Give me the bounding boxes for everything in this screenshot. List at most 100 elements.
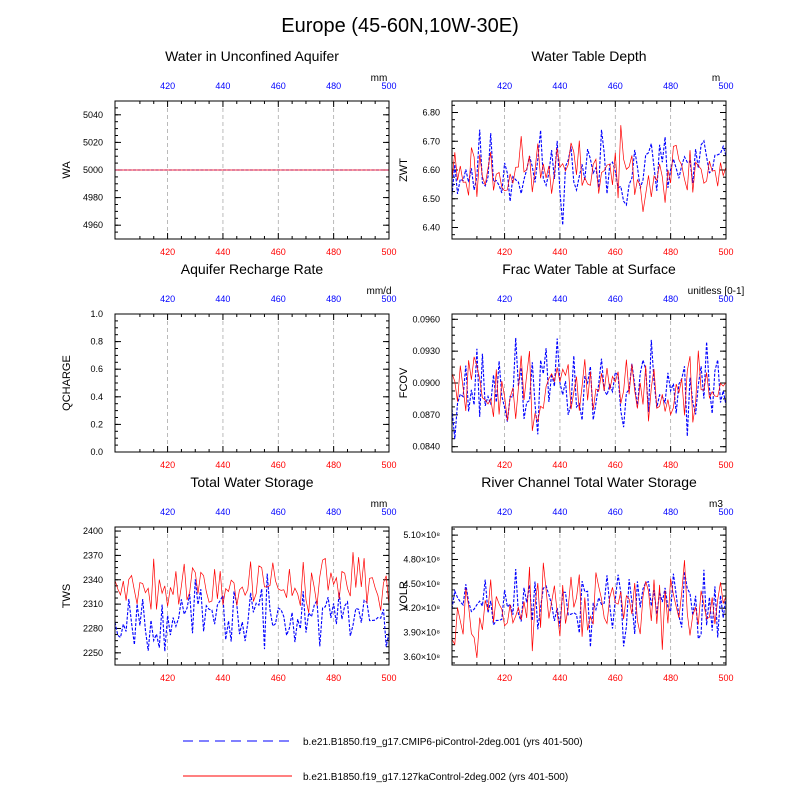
plot-frame xyxy=(451,526,727,666)
y-tick-label: 6.40 xyxy=(422,223,440,233)
y-tick-label: 5000 xyxy=(83,165,103,175)
x-tick-label-bottom: 500 xyxy=(718,247,733,257)
y-tick-label: 4960 xyxy=(83,220,103,230)
x-tick-label-bottom: 460 xyxy=(271,247,286,257)
chart-panel: Frac Water Table at Surface unitless [0-1… xyxy=(398,261,745,470)
x-tick-label-top: 480 xyxy=(663,294,678,304)
y-tick-label: 3.90×10⁸ xyxy=(403,628,440,638)
y-tick-label: 4.20×10⁸ xyxy=(403,603,440,613)
series-line-blue xyxy=(451,337,727,439)
y-tick-label: 5020 xyxy=(83,137,103,147)
panels: Water in Unconfined Aquifer mm WA 420 420 440… xyxy=(61,48,745,683)
x-tick-label-top: 420 xyxy=(497,81,512,91)
units-label: mm xyxy=(371,499,388,510)
chart-panel: Water in Unconfined Aquifer mm WA 420 420 440… xyxy=(61,48,397,257)
y-tick-label: 2370 xyxy=(83,550,103,560)
y-axis-label: TWS xyxy=(61,584,73,608)
x-tick-label-bottom: 480 xyxy=(663,247,678,257)
x-tick-label-bottom: 440 xyxy=(552,673,567,683)
x-tick-label-bottom: 480 xyxy=(663,673,678,683)
x-tick-label-top: 500 xyxy=(381,81,396,91)
plot-frame xyxy=(114,313,390,453)
y-axis-label: ZWT xyxy=(398,158,410,182)
y-tick-label: 4.80×10⁸ xyxy=(403,554,440,564)
units-label: m xyxy=(712,73,720,84)
x-tick-label-bottom: 420 xyxy=(497,247,512,257)
y-tick-label: 2340 xyxy=(83,575,103,585)
x-tick-label-top: 460 xyxy=(271,294,286,304)
plot-frame xyxy=(114,100,390,240)
x-tick-label-top: 500 xyxy=(381,507,396,517)
x-tick-label-top: 480 xyxy=(663,507,678,517)
y-axis-label: FCOV xyxy=(398,367,410,398)
x-tick-label-bottom: 500 xyxy=(718,673,733,683)
y-tick-label: 4980 xyxy=(83,193,103,203)
chart-title: River Channel Total Water Storage xyxy=(481,474,697,490)
y-tick-label: 6.80 xyxy=(422,108,440,118)
y-tick-label: 6.50 xyxy=(422,194,440,204)
chart-panel: River Channel Total Water Storagem3VOLR4… xyxy=(398,474,734,683)
x-tick-label-bottom: 500 xyxy=(381,460,396,470)
legend: b.e21.B1850.f19_g17.CMIP6-piControl-2deg… xyxy=(183,737,583,783)
y-tick-label: 2250 xyxy=(83,648,103,658)
y-axis-label: WA xyxy=(61,161,73,179)
y-tick-label: 3.60×10⁸ xyxy=(403,652,440,662)
plot-frame xyxy=(451,313,727,453)
chart-title: Frac Water Table at Surface xyxy=(502,261,676,277)
y-tick-label: 6.70 xyxy=(422,136,440,146)
x-tick-label-bottom: 480 xyxy=(326,460,341,470)
x-tick-label-top: 440 xyxy=(215,81,230,91)
y-tick-label: 4.50×10⁸ xyxy=(403,579,440,589)
x-tick-label-bottom: 440 xyxy=(552,247,567,257)
x-tick-label-bottom: 500 xyxy=(381,247,396,257)
units-label: mm/d xyxy=(367,286,392,297)
x-tick-label-bottom: 460 xyxy=(608,247,623,257)
x-tick-label-bottom: 440 xyxy=(215,460,230,470)
y-tick-label: 0.0930 xyxy=(412,346,440,356)
y-tick-label: 0.8 xyxy=(90,337,103,347)
x-tick-label-top: 420 xyxy=(160,507,175,517)
x-tick-label-top: 440 xyxy=(552,81,567,91)
x-tick-label-bottom: 420 xyxy=(497,673,512,683)
chart-panel: Water Table Depth m ZWT 420 420 440 440 460 460 4… xyxy=(398,48,734,257)
x-tick-label-bottom: 500 xyxy=(381,673,396,683)
chart-panel: Total Water Storage mm TWS 420 420 440 440 460 4… xyxy=(61,474,397,683)
y-tick-label: 0.0870 xyxy=(412,410,440,420)
x-tick-label-top: 480 xyxy=(326,507,341,517)
x-tick-label-bottom: 420 xyxy=(160,460,175,470)
legend-label-red: b.e21.B1850.f19_g17.127kaControl-2deg.00… xyxy=(303,772,568,783)
y-tick-label: 6.60 xyxy=(422,165,440,175)
x-tick-label-top: 420 xyxy=(160,294,175,304)
series-line-blue xyxy=(451,568,727,647)
x-tick-label-top: 460 xyxy=(608,294,623,304)
y-tick-label: 0.0 xyxy=(90,447,103,457)
chart-title: Water Table Depth xyxy=(531,48,646,64)
x-tick-label-bottom: 480 xyxy=(326,247,341,257)
x-tick-label-bottom: 500 xyxy=(718,460,733,470)
x-tick-label-top: 440 xyxy=(215,294,230,304)
plot-frame xyxy=(451,100,727,240)
chart-title: Water in Unconfined Aquifer xyxy=(165,48,339,64)
series-line-red xyxy=(451,125,727,212)
y-tick-label: 5040 xyxy=(83,110,103,120)
x-tick-label-top: 460 xyxy=(608,507,623,517)
y-tick-label: 2400 xyxy=(83,526,103,536)
figure-title: Europe (45-60N,10W-30E) xyxy=(281,15,519,37)
y-tick-label: 0.0960 xyxy=(412,314,440,324)
y-tick-label: 1.0 xyxy=(90,309,103,319)
chart-title: Total Water Storage xyxy=(190,474,313,490)
units-label: mm xyxy=(371,73,388,84)
y-tick-label: 2310 xyxy=(83,599,103,609)
y-tick-label: 5.10×10⁸ xyxy=(403,530,440,540)
plot-frame xyxy=(114,526,390,666)
series-line-red xyxy=(451,560,727,658)
x-tick-label-top: 500 xyxy=(718,81,733,91)
x-tick-label-top: 460 xyxy=(271,507,286,517)
x-tick-label-bottom: 440 xyxy=(215,673,230,683)
x-tick-label-top: 420 xyxy=(497,507,512,517)
legend-label-blue: b.e21.B1850.f19_g17.CMIP6-piControl-2deg… xyxy=(303,737,583,748)
x-tick-label-top: 500 xyxy=(718,507,733,517)
x-tick-label-bottom: 460 xyxy=(271,460,286,470)
y-tick-label: 2280 xyxy=(83,623,103,633)
